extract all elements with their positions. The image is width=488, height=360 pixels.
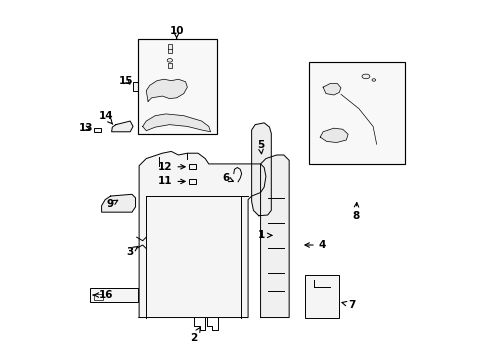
Text: 12: 12: [158, 162, 185, 172]
Ellipse shape: [371, 79, 375, 81]
Bar: [133, 82, 141, 91]
Text: 2: 2: [190, 327, 200, 343]
Ellipse shape: [361, 74, 369, 79]
Text: 7: 7: [341, 300, 355, 310]
Text: 3: 3: [125, 246, 138, 257]
FancyBboxPatch shape: [308, 62, 405, 164]
Polygon shape: [323, 84, 340, 95]
Polygon shape: [320, 128, 347, 143]
Polygon shape: [251, 123, 271, 216]
Bar: [189, 164, 196, 169]
Bar: [94, 128, 101, 132]
Polygon shape: [260, 155, 288, 318]
Text: 9: 9: [107, 199, 118, 209]
Bar: [167, 44, 172, 53]
Text: 13: 13: [79, 123, 93, 133]
Text: 15: 15: [119, 76, 133, 86]
Polygon shape: [146, 79, 187, 102]
Ellipse shape: [167, 59, 172, 62]
FancyBboxPatch shape: [138, 39, 216, 134]
Text: 4: 4: [305, 240, 325, 250]
Bar: [94, 294, 103, 300]
Text: 14: 14: [99, 111, 113, 124]
Text: 8: 8: [352, 203, 359, 221]
Text: 6: 6: [222, 173, 233, 183]
FancyBboxPatch shape: [90, 288, 138, 302]
Bar: [189, 179, 196, 184]
Text: 11: 11: [158, 176, 185, 186]
Polygon shape: [139, 152, 265, 318]
Text: 10: 10: [169, 26, 183, 39]
Text: 1: 1: [258, 230, 271, 240]
Text: 16: 16: [93, 290, 113, 300]
Polygon shape: [142, 114, 210, 132]
Polygon shape: [102, 194, 135, 212]
Polygon shape: [111, 121, 133, 132]
Text: 5: 5: [256, 140, 264, 154]
Bar: [167, 63, 172, 68]
FancyBboxPatch shape: [305, 275, 339, 318]
